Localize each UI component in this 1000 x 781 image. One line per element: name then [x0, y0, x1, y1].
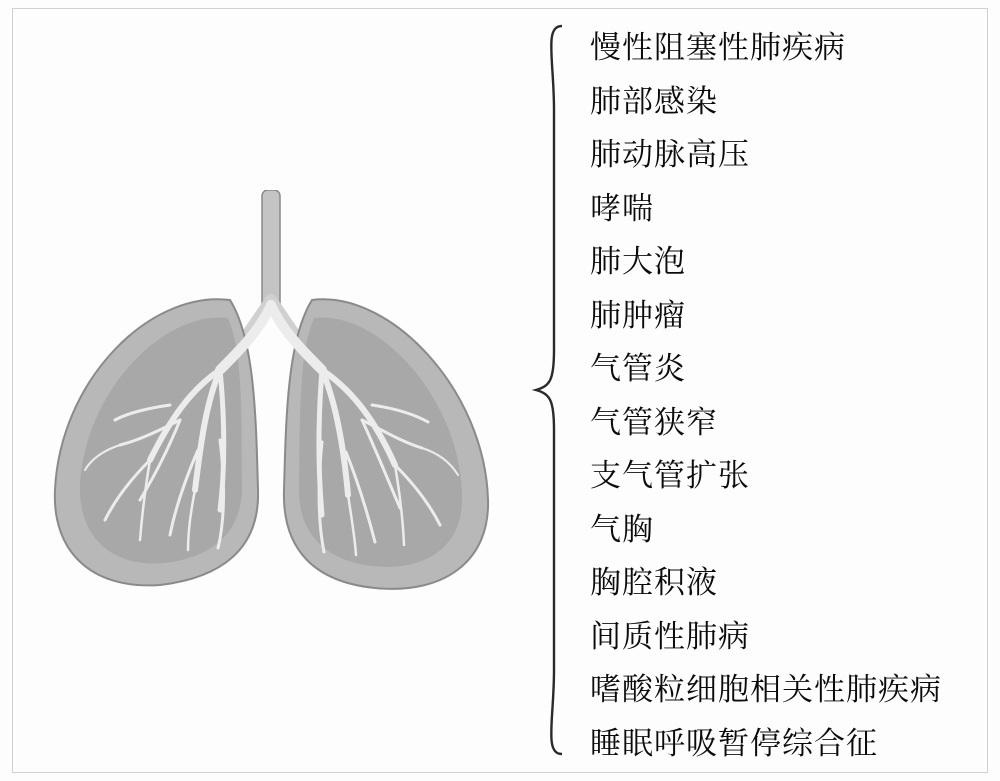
list-item: 间质性肺病 [590, 607, 990, 661]
list-item: 睡眠呼吸暂停综合征 [590, 714, 990, 768]
list-item: 慢性阻塞性肺疾病 [590, 18, 990, 72]
list-item: 气胸 [590, 500, 990, 554]
disease-list: 慢性阻塞性肺疾病 肺部感染 肺动脉高压 哮喘 肺大泡 肺肿瘤 气管炎 气管狭窄 … [590, 18, 990, 767]
list-item: 胸腔积液 [590, 553, 990, 607]
lungs-icon [30, 190, 510, 610]
list-item: 气管狭窄 [590, 393, 990, 447]
list-item: 肺部感染 [590, 72, 990, 126]
list-item: 肺动脉高压 [590, 125, 990, 179]
list-item: 支气管扩张 [590, 446, 990, 500]
list-item: 哮喘 [590, 179, 990, 233]
list-item: 肺大泡 [590, 232, 990, 286]
curly-brace [530, 20, 570, 760]
list-item: 肺肿瘤 [590, 286, 990, 340]
lungs-illustration [30, 190, 510, 610]
list-item: 嗜酸粒细胞相关性肺疾病 [590, 660, 990, 714]
list-item: 气管炎 [590, 339, 990, 393]
